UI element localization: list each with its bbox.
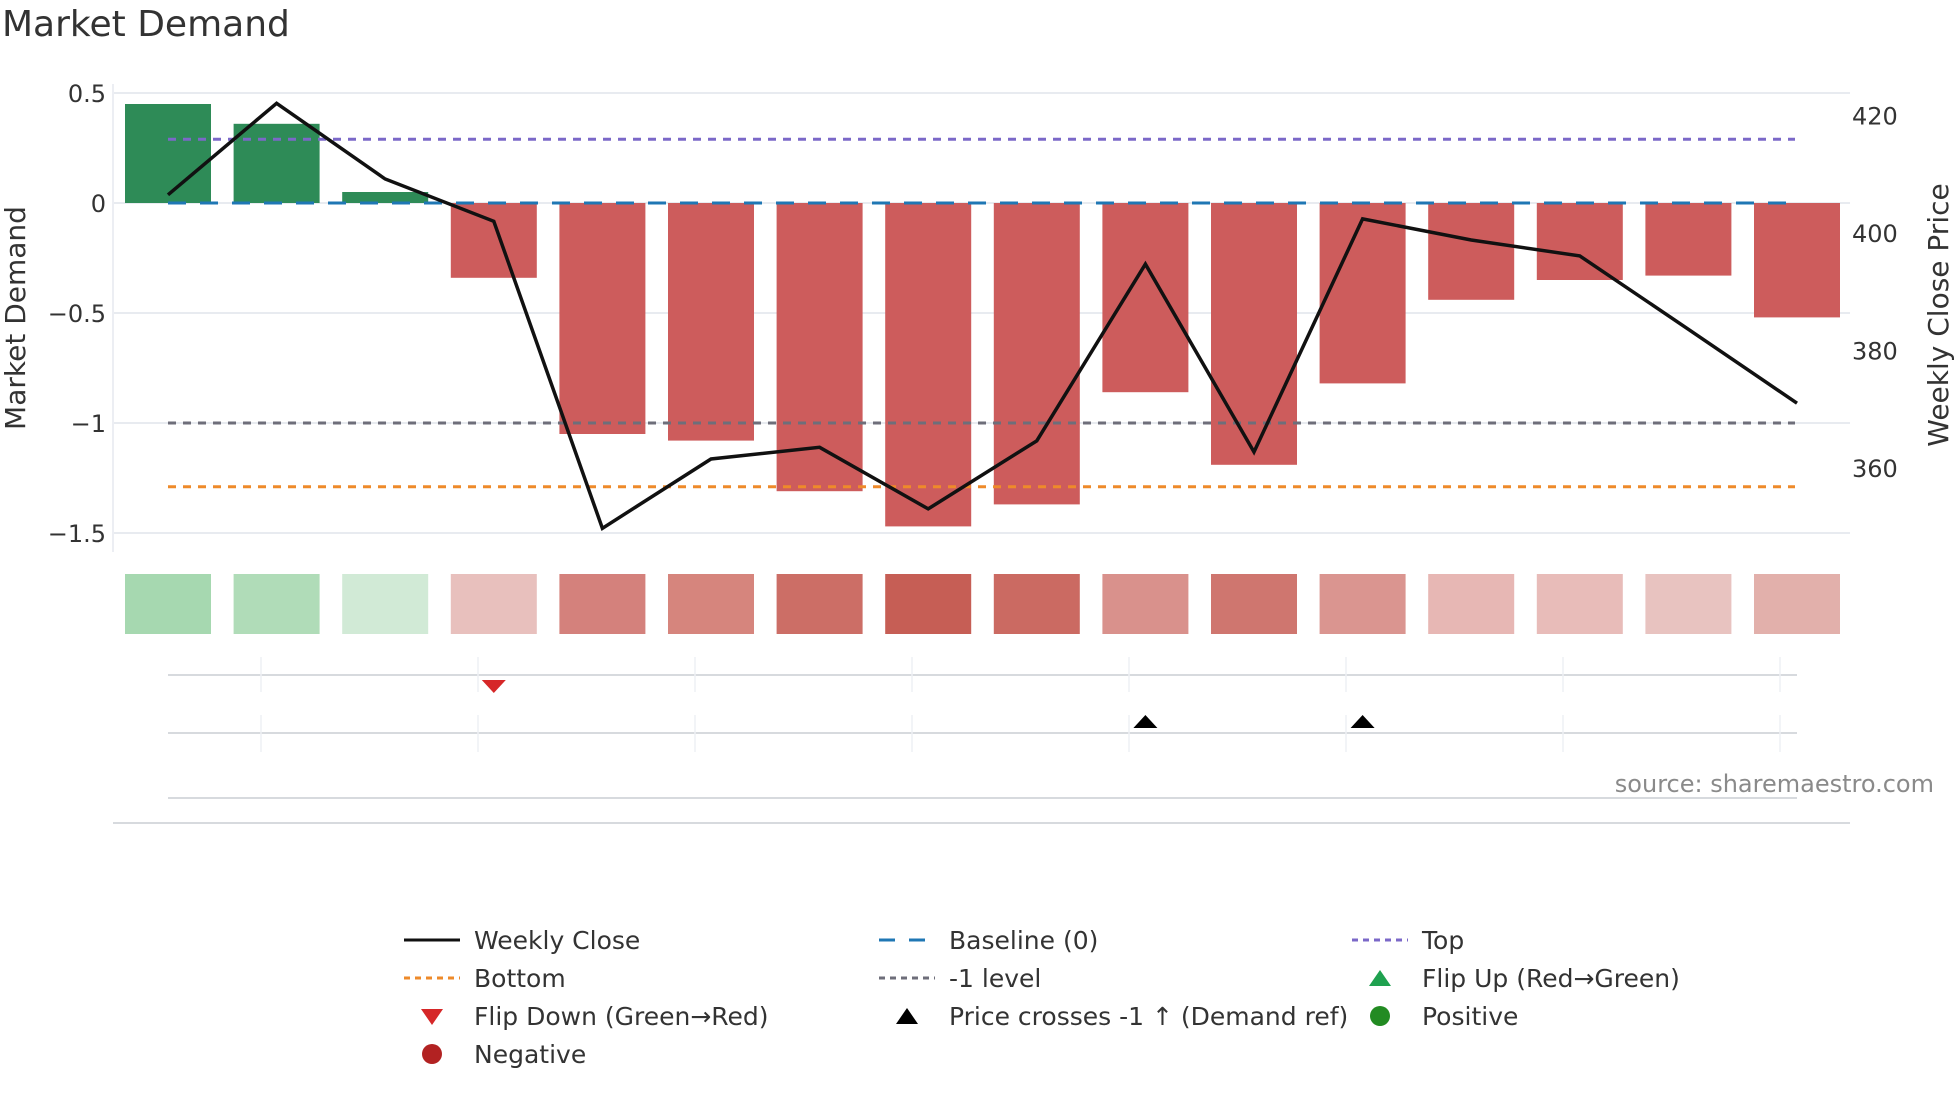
legend-item-flip-up: Flip Up (Red→Green) xyxy=(1348,960,1680,996)
heat-cell xyxy=(885,574,972,634)
heat-cell xyxy=(1102,574,1189,634)
heat-cell xyxy=(450,574,537,634)
y2-axis-title: Weekly Close Price xyxy=(1922,183,1955,446)
heat-cell xyxy=(668,574,754,634)
heat-cell xyxy=(1536,574,1623,634)
demand-bar xyxy=(1102,203,1189,393)
heat-cell xyxy=(233,574,320,634)
triangle-up-black-icon xyxy=(875,998,939,1034)
heat-cell xyxy=(776,574,863,634)
demand-bar xyxy=(450,203,537,278)
legend-item-top: Top xyxy=(1348,922,1464,958)
solid-line-icon xyxy=(400,922,464,958)
source-credit: source: sharemaestro.com xyxy=(1614,770,1934,798)
price-cross-marker xyxy=(1350,715,1375,728)
demand-bar xyxy=(1645,203,1732,276)
price-polyline xyxy=(166,101,1798,531)
axes: 0.5 0 −0.5 −1 −1.5 420 400 380 360 Market Demand W… xyxy=(0,80,1955,548)
y-tick-label: −1 xyxy=(71,410,106,438)
legend-item-weekly-close: Weekly Close xyxy=(400,922,640,958)
weekly-close-line xyxy=(166,101,1798,531)
demand-bar xyxy=(342,192,429,203)
y2-tick-label: 360 xyxy=(1852,455,1898,483)
demand-bar xyxy=(559,203,646,434)
demand-bar xyxy=(1428,203,1515,300)
reference-lines xyxy=(168,137,1795,489)
y2-tick-label: 400 xyxy=(1852,220,1898,248)
gridlines xyxy=(112,84,1850,552)
legend-item-positive: Positive xyxy=(1348,998,1518,1034)
dot-green-icon xyxy=(1348,998,1412,1034)
price-cross-marker xyxy=(1133,715,1158,728)
dot-red-icon xyxy=(400,1036,464,1072)
demand-bar xyxy=(993,203,1080,505)
heat-cell xyxy=(1428,574,1515,634)
demand-bar xyxy=(1211,203,1297,465)
heat-cell xyxy=(125,574,211,634)
heat-cell xyxy=(559,574,646,634)
legend-item-bottom: Bottom xyxy=(400,960,566,996)
heat-cell xyxy=(1319,574,1406,634)
dotted-line-orange-icon xyxy=(400,960,464,996)
demand-bar xyxy=(776,203,863,492)
demand-bar xyxy=(125,104,211,203)
y-tick-label: 0 xyxy=(91,190,106,218)
heat-cell xyxy=(342,574,429,634)
legend-item-baseline: Baseline (0) xyxy=(875,922,1098,958)
event-markers xyxy=(113,657,1850,824)
y2-tick-label: 420 xyxy=(1852,103,1898,131)
heat-cell xyxy=(1645,574,1732,634)
heat-cell xyxy=(993,574,1080,634)
demand-bars xyxy=(125,104,1840,527)
triangle-down-red-icon xyxy=(400,998,464,1034)
heat-cell xyxy=(1754,574,1840,634)
legend-item-flip-down: Flip Down (Green→Red) xyxy=(400,998,769,1034)
legend-item-minus1-level: -1 level xyxy=(875,960,1041,996)
legend-item-negative: Negative xyxy=(400,1036,586,1072)
demand-bar xyxy=(885,203,972,527)
triangle-up-green-icon xyxy=(1348,960,1412,996)
dotted-line-purple-icon xyxy=(1348,922,1412,958)
y2-tick-label: 380 xyxy=(1852,337,1898,365)
chart-title: Market Demand xyxy=(2,4,290,45)
heat-cell xyxy=(1211,574,1297,634)
dashed-line-blue-icon xyxy=(875,922,939,958)
demand-bar xyxy=(1536,203,1623,280)
y-axis-title: Market Demand xyxy=(0,206,32,430)
y-tick-label: 0.5 xyxy=(68,80,106,108)
demand-bar xyxy=(668,203,754,441)
legend-item-price-crosses: Price crosses -1 ↑ (Demand ref) xyxy=(875,998,1348,1034)
demand-bar xyxy=(1754,203,1840,318)
y-tick-label: −0.5 xyxy=(48,300,106,328)
dotted-line-gray-icon xyxy=(875,960,939,996)
demand-bar xyxy=(1319,203,1406,384)
y-tick-label: −1.5 xyxy=(48,520,106,548)
demand-bar xyxy=(233,123,320,203)
heat-strip xyxy=(125,574,1840,634)
flip-down-marker xyxy=(481,680,506,693)
legend: Weekly Close Bottom Flip Down (Green→Red… xyxy=(400,922,1700,1092)
